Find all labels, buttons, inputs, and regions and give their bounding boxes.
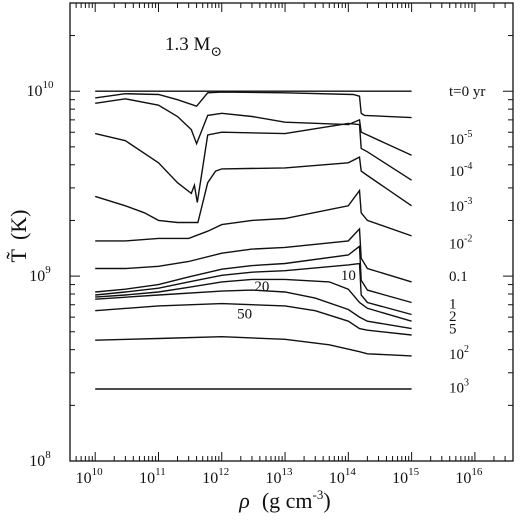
series-line [95,188,412,242]
series-line [95,262,412,316]
inline-time-label: 50 [237,306,252,322]
chart-title: 1.3 M⊙ [165,34,222,60]
time-label: 10-3 [449,196,472,215]
time-label: 10-4 [449,161,472,180]
time-label: 10-5 [449,129,472,148]
time-label: 5 [449,322,457,338]
time-label: 102 [449,344,469,363]
chart-title-main: 1.3 M [165,34,211,55]
time-label: 2 [449,309,457,325]
series-line [95,335,412,357]
series-line [94,156,412,224]
y-axis-title: T̃ (K) [6,210,31,263]
series-line [95,91,412,119]
x-axis-close-paren: ) [323,488,330,513]
x-tick-label: 1012 [202,466,229,487]
series-line [95,278,412,322]
x-tick-label: 1014 [329,466,357,487]
x-tick-label: 1016 [455,466,483,487]
x-axis-unit-exponent: -3 [313,487,324,502]
series-line [95,227,412,283]
x-tick-label: 1011 [139,466,166,487]
plot-frame [69,2,514,462]
time-label: 1 [449,297,457,313]
series-line [95,122,412,203]
inline-time-label: 10 [341,268,356,284]
chart-title-subscript: ⊙ [210,45,222,60]
x-tick-label: 1010 [76,466,104,487]
time-label: 0.1 [449,269,468,285]
inline-time-label: 20 [254,279,269,295]
series-line [95,244,412,304]
time-label: 10-2 [449,234,472,253]
y-axis-unit: (K) [6,210,31,241]
x-axis-unit: (g cm [262,488,313,513]
time-label: t=0 yr [449,84,485,100]
series-line [95,289,412,330]
y-axis-symbol: T̃ [6,249,31,263]
y-tick-label: 108 [29,449,51,470]
x-axis-symbol: ρ [238,488,250,513]
y-tick-label: 109 [29,264,51,285]
x-tick-label: 1013 [266,466,294,487]
x-tick-label: 1015 [392,466,420,487]
time-label: 103 [449,377,469,396]
x-axis-title: ρ (g cm-3) [238,487,330,513]
series-line [95,302,412,336]
series-group [94,90,412,390]
y-tick-label: 1010 [27,79,55,100]
series-line [95,98,412,156]
